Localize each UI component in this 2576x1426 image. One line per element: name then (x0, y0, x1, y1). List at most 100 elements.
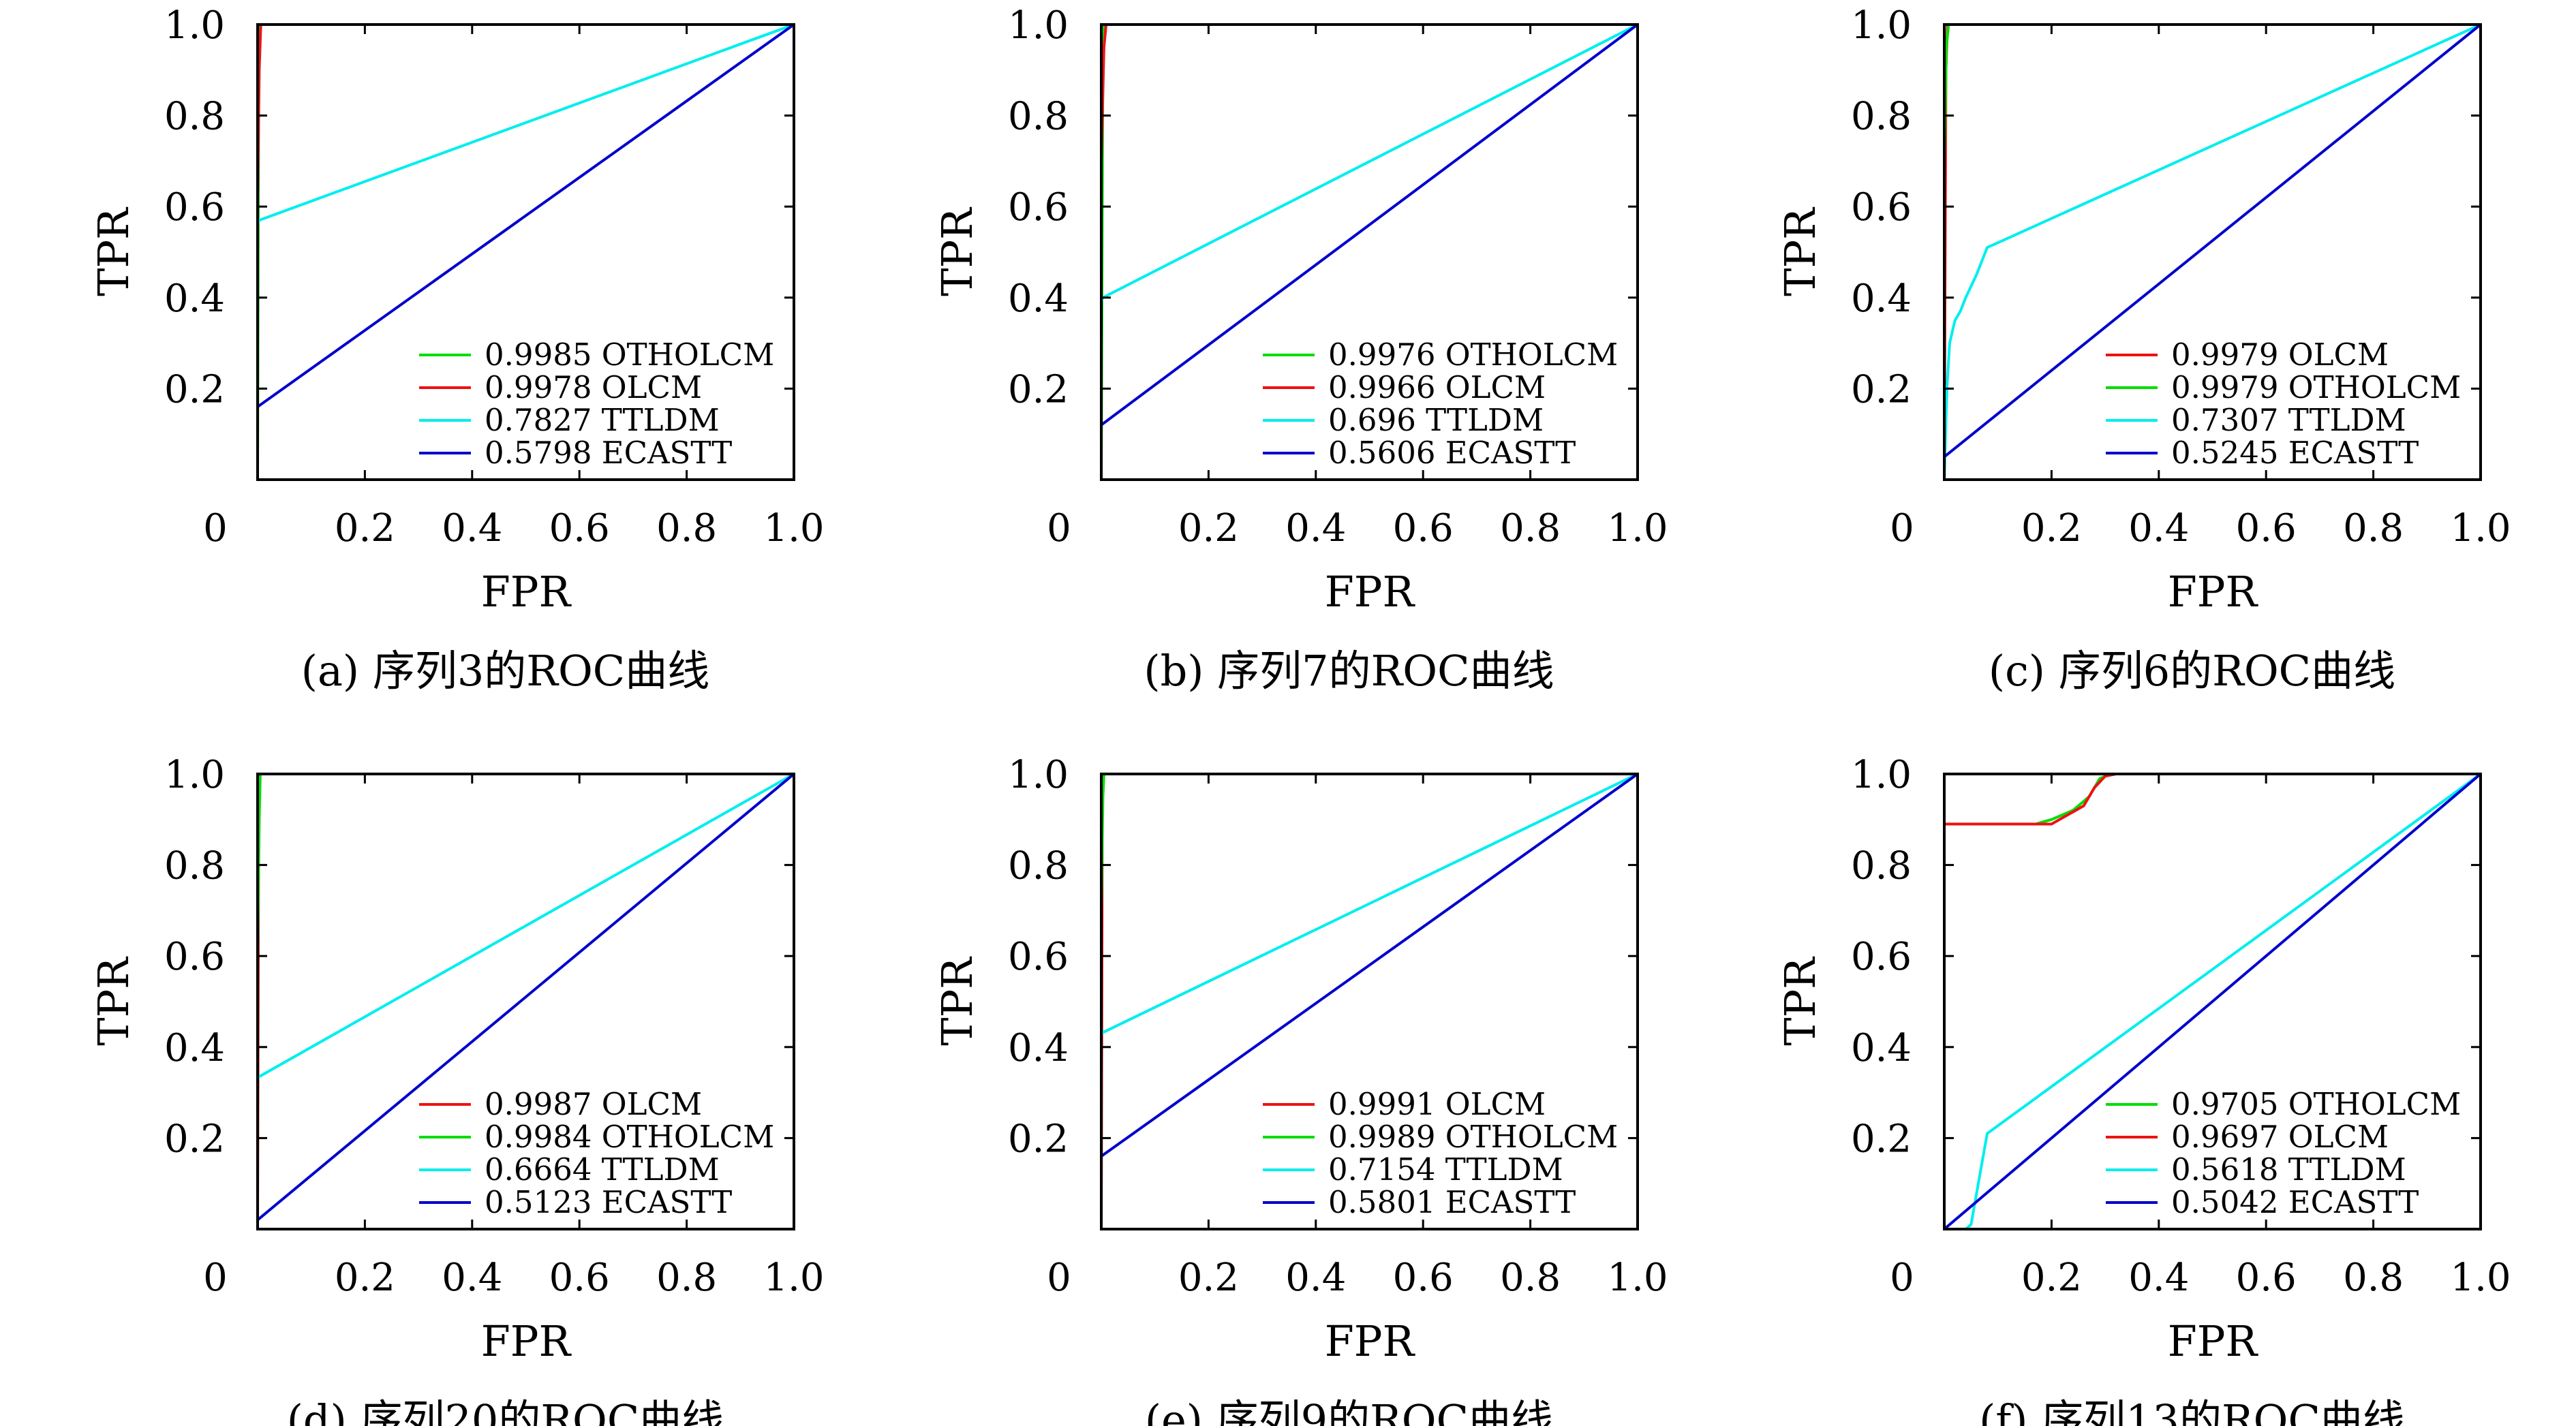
y-tick-label: 0.4 (1008, 1026, 1069, 1070)
x-tick-label: 0.4 (2128, 1256, 2189, 1300)
x-tick-label: 1.0 (1607, 1256, 1668, 1300)
y-tick-label: 0.8 (1008, 95, 1069, 139)
x-tick-label: 0 (203, 506, 228, 551)
plot-frame (1100, 773, 1639, 1230)
y-tick-label: 0.6 (1851, 935, 1912, 979)
y-tick-label: 1.0 (1851, 753, 1912, 797)
y-tick-label: 0.2 (164, 1117, 225, 1161)
legend-entry: 0.9979 OTHOLCM (2171, 369, 2461, 405)
legend-entry: 0.9991 OLCM (1328, 1086, 1546, 1122)
y-tick-label: 0.2 (1008, 367, 1069, 412)
x-tick-label: 0.6 (549, 1256, 610, 1300)
legend-entry: 0.9976 OTHOLCM (1328, 337, 1618, 373)
legend-entry: 0.696 TTLDM (1328, 402, 1544, 438)
legend-entry: 0.7307 TTLDM (2171, 402, 2406, 438)
y-tick-label: 0.2 (1851, 367, 1912, 412)
y-tick-label: 1.0 (1851, 3, 1912, 48)
x-tick-label: 1.0 (763, 506, 824, 551)
y-axis-label: TPR (1775, 206, 1825, 296)
series-line (1944, 25, 2481, 480)
y-tick-label: 0.8 (1851, 844, 1912, 888)
figure-caption: (e) 序列9的ROC曲线 (1145, 1395, 1553, 1426)
series-line (1101, 25, 1638, 427)
y-tick-label: 0.2 (1008, 1117, 1069, 1161)
plot-frame (1100, 23, 1639, 481)
y-tick-label: 0.6 (1008, 935, 1069, 979)
legend-entry: 0.9984 OTHOLCM (485, 1119, 774, 1155)
y-tick-label: 0.8 (1851, 95, 1912, 139)
plot-frame (256, 773, 795, 1230)
series-line (1944, 774, 2481, 1229)
y-axis-label: TPR (89, 956, 138, 1046)
x-tick-label: 0.8 (656, 1256, 717, 1300)
x-tick-label: 0.8 (2343, 506, 2404, 551)
legend-entry: 0.7827 TTLDM (485, 402, 720, 438)
x-tick-label: 0.6 (1393, 1256, 1454, 1300)
y-tick-label: 0.2 (1851, 1117, 1912, 1161)
x-tick-label: 0.2 (2021, 506, 2082, 551)
figure-caption: (f) 序列13的ROC曲线 (1979, 1395, 2405, 1426)
x-tick-label: 0.4 (1285, 506, 1346, 551)
legend-entry: 0.7154 TTLDM (1328, 1151, 1563, 1188)
x-axis-label: FPR (2168, 1316, 2259, 1366)
y-tick-label: 0.6 (164, 935, 225, 979)
legend-entry: 0.6664 TTLDM (485, 1151, 720, 1188)
series-line (258, 774, 794, 1229)
legend-entry: 0.5123 ECASTT (485, 1184, 732, 1220)
y-tick-label: 0.4 (164, 1026, 225, 1070)
legend-entry: 0.9989 OTHOLCM (1328, 1119, 1618, 1155)
x-tick-label: 0.4 (1285, 1256, 1346, 1300)
x-tick-label: 1.0 (2450, 1256, 2511, 1300)
x-tick-label: 0.2 (1178, 1256, 1239, 1300)
series-line (258, 25, 794, 408)
y-tick-label: 0.4 (164, 277, 225, 321)
x-tick-label: 0 (1890, 506, 1914, 551)
legend-entry: 0.5798 ECASTT (485, 435, 732, 471)
series-line (1101, 25, 1638, 480)
x-tick-label: 0.8 (1500, 506, 1561, 551)
plot-frame (1943, 23, 2482, 481)
x-tick-label: 0.2 (335, 1256, 395, 1300)
plot-frame (256, 23, 795, 481)
legend-entry: 0.9966 OLCM (1328, 369, 1546, 405)
x-axis-label: FPR (481, 567, 572, 617)
series-line (1101, 774, 1638, 1229)
x-tick-label: 0 (1047, 506, 1071, 551)
x-tick-label: 0.8 (2343, 1256, 2404, 1300)
y-tick-label: 0.4 (1851, 1026, 1912, 1070)
x-axis-label: FPR (1325, 1316, 1416, 1366)
y-axis-label: TPR (932, 206, 982, 296)
y-axis-label: TPR (1775, 956, 1825, 1046)
x-tick-label: 0.2 (2021, 1256, 2082, 1300)
legend-entry: 0.5042 ECASTT (2171, 1184, 2419, 1220)
figure-caption: (d) 序列20的ROC曲线 (287, 1395, 724, 1426)
x-axis-label: FPR (481, 1316, 572, 1366)
x-tick-label: 0.2 (335, 506, 395, 551)
y-tick-label: 0.8 (164, 95, 225, 139)
x-tick-label: 1.0 (2450, 506, 2511, 551)
legend-entry: 0.9978 OLCM (485, 369, 702, 405)
x-axis-label: FPR (1325, 567, 1416, 617)
series-line (1944, 25, 2481, 459)
y-tick-label: 0.8 (164, 844, 225, 888)
y-tick-label: 0.6 (164, 185, 225, 230)
figure-caption: (c) 序列6的ROC曲线 (1989, 646, 2395, 696)
series-line (1101, 774, 1638, 1158)
y-tick-label: 0.8 (1008, 844, 1069, 888)
x-axis-label: FPR (2168, 567, 2259, 617)
legend-entry: 0.9985 OTHOLCM (485, 337, 774, 373)
y-tick-label: 1.0 (1008, 753, 1069, 797)
